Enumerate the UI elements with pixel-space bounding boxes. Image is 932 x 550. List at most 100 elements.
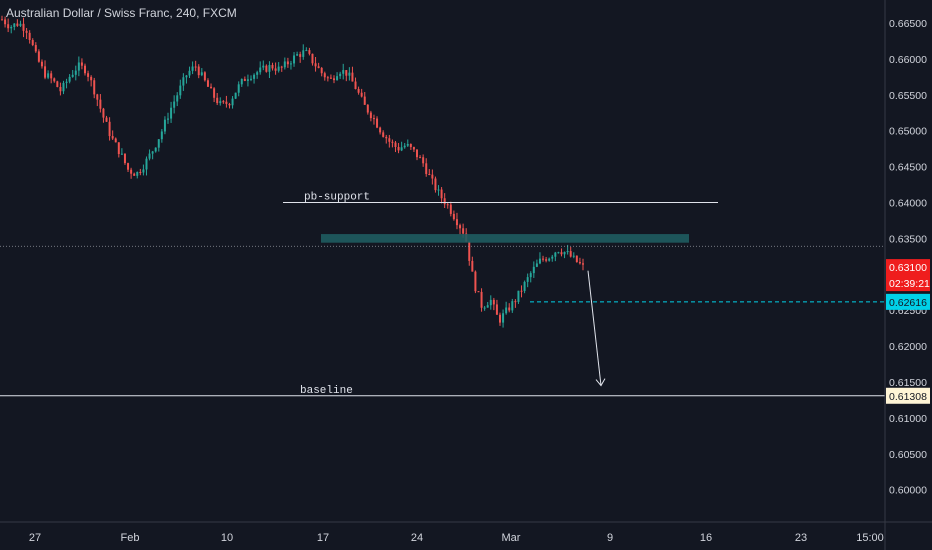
candle-body: [400, 147, 403, 151]
candle-body: [566, 251, 569, 253]
candle-body: [99, 99, 102, 109]
candle-body: [499, 314, 501, 323]
time-tick-label: 16: [700, 532, 712, 544]
cyan-price-tag-bg: [886, 293, 930, 310]
price-tick-label: 0.66500: [889, 18, 927, 30]
candle-body: [317, 66, 320, 68]
candle-body: [412, 147, 415, 150]
time-tick-label: 15:00: [856, 532, 884, 544]
candle-body: [62, 82, 65, 92]
candle-body: [84, 65, 86, 74]
candle-body: [182, 77, 185, 86]
candle-body: [80, 62, 83, 66]
candle-body: [133, 173, 136, 176]
candle-body: [219, 101, 222, 104]
price-tick-label: 0.65500: [889, 90, 927, 102]
candle-body: [397, 146, 400, 151]
candle-body: [102, 108, 105, 118]
price-tick-label: 0.64500: [889, 162, 927, 174]
candle-body: [354, 81, 357, 90]
time-tick-label: 10: [221, 532, 233, 544]
candle-body: [428, 173, 431, 175]
candle-body: [452, 213, 455, 220]
candle-body: [299, 54, 302, 57]
candle-body: [425, 163, 428, 174]
time-tick-label: Feb: [121, 532, 140, 544]
candle-body: [489, 299, 492, 306]
candle-body: [96, 94, 99, 100]
candle-body: [167, 118, 169, 120]
candle-body: [569, 251, 572, 257]
candle-body: [514, 301, 517, 303]
cyan-price-tag: 0.62616: [889, 297, 927, 309]
candle-body: [1, 19, 3, 21]
candle-body: [173, 101, 176, 108]
candle-body: [105, 117, 108, 122]
price-tick-label: 0.62000: [889, 341, 927, 353]
candle-body: [459, 225, 462, 229]
countdown-tag: 02:39:21: [889, 278, 930, 290]
candle-body: [403, 145, 406, 148]
price-tick-label: 0.63500: [889, 233, 927, 245]
candle-body: [65, 81, 68, 83]
candle-body: [277, 66, 280, 71]
candle-body: [326, 77, 329, 79]
price-tick-label: 0.61500: [889, 377, 927, 389]
candle-body: [243, 79, 246, 81]
candle-body: [210, 86, 213, 89]
candle-body: [253, 74, 256, 79]
candle-body: [44, 66, 47, 78]
candle-body: [265, 65, 268, 72]
candle-body: [422, 157, 425, 164]
candle-body: [206, 80, 209, 87]
candle-body: [388, 138, 391, 142]
candle-body: [323, 73, 326, 78]
candle-body: [357, 89, 360, 93]
candle-body: [250, 78, 252, 80]
candle-body: [142, 169, 145, 173]
candle-body: [259, 67, 262, 73]
candle-body: [130, 169, 133, 174]
candle-body: [90, 76, 93, 81]
candle-body: [286, 61, 289, 65]
last-price-tag: 0.63100: [889, 262, 927, 274]
price-tick-label: 0.61000: [889, 413, 927, 425]
candle-body: [363, 96, 366, 105]
candle-body: [308, 50, 311, 54]
candle-body: [523, 281, 526, 291]
candle-body: [163, 119, 166, 132]
candle-body: [477, 291, 480, 293]
candle-body: [19, 23, 22, 26]
candle-body: [93, 80, 96, 95]
candle-body: [345, 70, 348, 76]
baseline-price-tag-bg: [886, 387, 930, 404]
candle-body: [505, 307, 508, 314]
candle-body: [34, 45, 37, 52]
candle-body: [520, 290, 523, 292]
time-tick-label: 27: [29, 532, 41, 544]
candle-body: [13, 23, 16, 27]
time-tick-label: 24: [411, 532, 423, 544]
candle-body: [468, 241, 471, 261]
candle-body: [31, 40, 34, 46]
candle-body: [22, 23, 25, 31]
candle-body: [391, 141, 394, 143]
candles-layer: [1, 15, 584, 328]
price-tick-label: 0.60000: [889, 485, 927, 497]
candle-body: [222, 101, 225, 103]
candle-body: [10, 26, 13, 29]
candle-body: [197, 66, 200, 76]
candle-body: [431, 174, 434, 179]
candle-body: [535, 263, 538, 267]
candle-body: [474, 271, 477, 292]
price-axis: 0.66500 0.66000 0.65500 0.65000 0.64500 0.640…: [884, 0, 930, 550]
candle-body: [111, 136, 114, 139]
candle-body: [108, 121, 111, 137]
time-tick-label: 23: [795, 532, 807, 544]
support-label: pb-support: [304, 191, 370, 203]
candle-body: [56, 81, 59, 88]
candle-body: [117, 142, 120, 154]
candle-body: [237, 84, 240, 93]
candle-body: [348, 72, 351, 76]
